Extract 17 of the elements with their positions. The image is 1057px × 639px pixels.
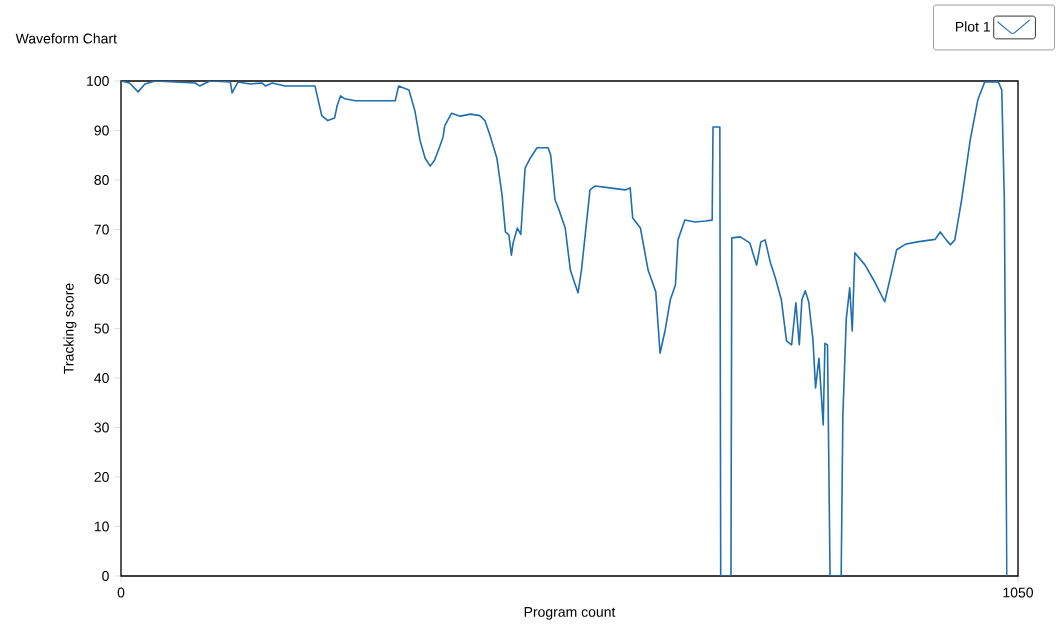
chart-title: Waveform Chart (15, 33, 117, 44)
y-tick-label: 30 (94, 422, 109, 433)
y-tick-label: 10 (94, 521, 109, 532)
y-tick-label: 60 (94, 274, 109, 284)
y-tick-label: 40 (94, 373, 109, 383)
y-tick-label: 90 (94, 125, 109, 136)
x-axis-title: Program count (524, 607, 616, 620)
y-tick-label: 0 (102, 571, 109, 581)
y-tick-label: 70 (94, 224, 109, 235)
y-axis-title: Tracking score (63, 283, 77, 374)
y-tick-label: 100 (87, 76, 109, 86)
y-tick-label: 50 (94, 323, 109, 334)
x-tick-label: 1050 (1003, 587, 1034, 598)
line-series (121, 80, 1008, 576)
y-tick-label: 80 (94, 175, 109, 185)
legend-label: Plot 1 (955, 21, 990, 32)
y-tick-label: 20 (94, 472, 109, 482)
